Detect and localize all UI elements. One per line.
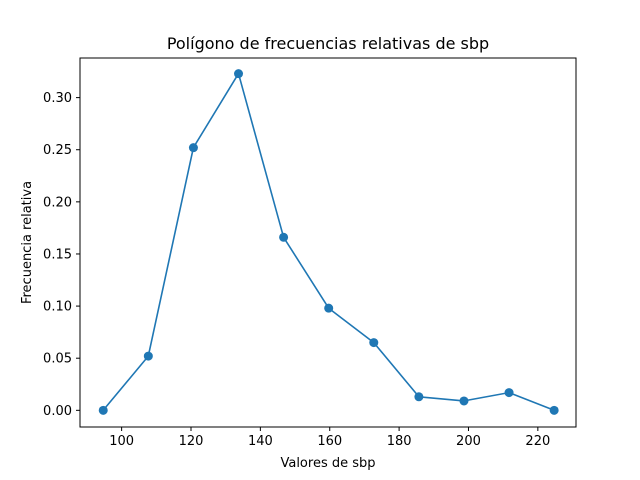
x-tick-label: 100: [109, 434, 134, 449]
y-axis: 0.00 0.05 0.10 0.15 0.20 0.25 0.30: [43, 91, 80, 419]
data-point: [98, 405, 108, 415]
data-point: [324, 303, 334, 313]
data-point: [369, 338, 379, 348]
data-point: [188, 143, 198, 153]
series-line: [102, 72, 555, 412]
series-layer: [98, 69, 559, 415]
data-point: [504, 388, 514, 398]
x-tick-label: 220: [525, 434, 550, 449]
data-point: [549, 405, 559, 415]
data-point: [234, 69, 244, 79]
data-point: [279, 232, 289, 242]
data-point: [459, 396, 469, 406]
y-axis-label: Frecuencia relativa: [20, 181, 35, 304]
y-tick-label: 0.30: [43, 91, 72, 106]
x-tick-label: 180: [387, 434, 412, 449]
data-point: [143, 351, 153, 361]
chart-title: Polígono de frecuencias relativas de sbp: [167, 34, 489, 53]
x-tick-label: 200: [456, 434, 481, 449]
y-tick-label: 0.15: [43, 247, 72, 262]
x-tick-label: 120: [179, 434, 204, 449]
plot-area: [79, 57, 577, 428]
y-tick-label: 0.05: [43, 352, 72, 367]
y-tick-label: 0.10: [43, 300, 72, 315]
x-axis: 100 120 140 160 180 200 220: [109, 427, 550, 449]
y-tick-label: 0.20: [43, 195, 72, 210]
x-tick-label: 140: [248, 434, 273, 449]
y-tick-label: 0.00: [43, 404, 72, 419]
y-tick-label: 0.25: [43, 143, 72, 158]
x-axis-label: Valores de sbp: [280, 456, 375, 471]
data-point: [414, 392, 424, 402]
x-tick-label: 160: [317, 434, 342, 449]
